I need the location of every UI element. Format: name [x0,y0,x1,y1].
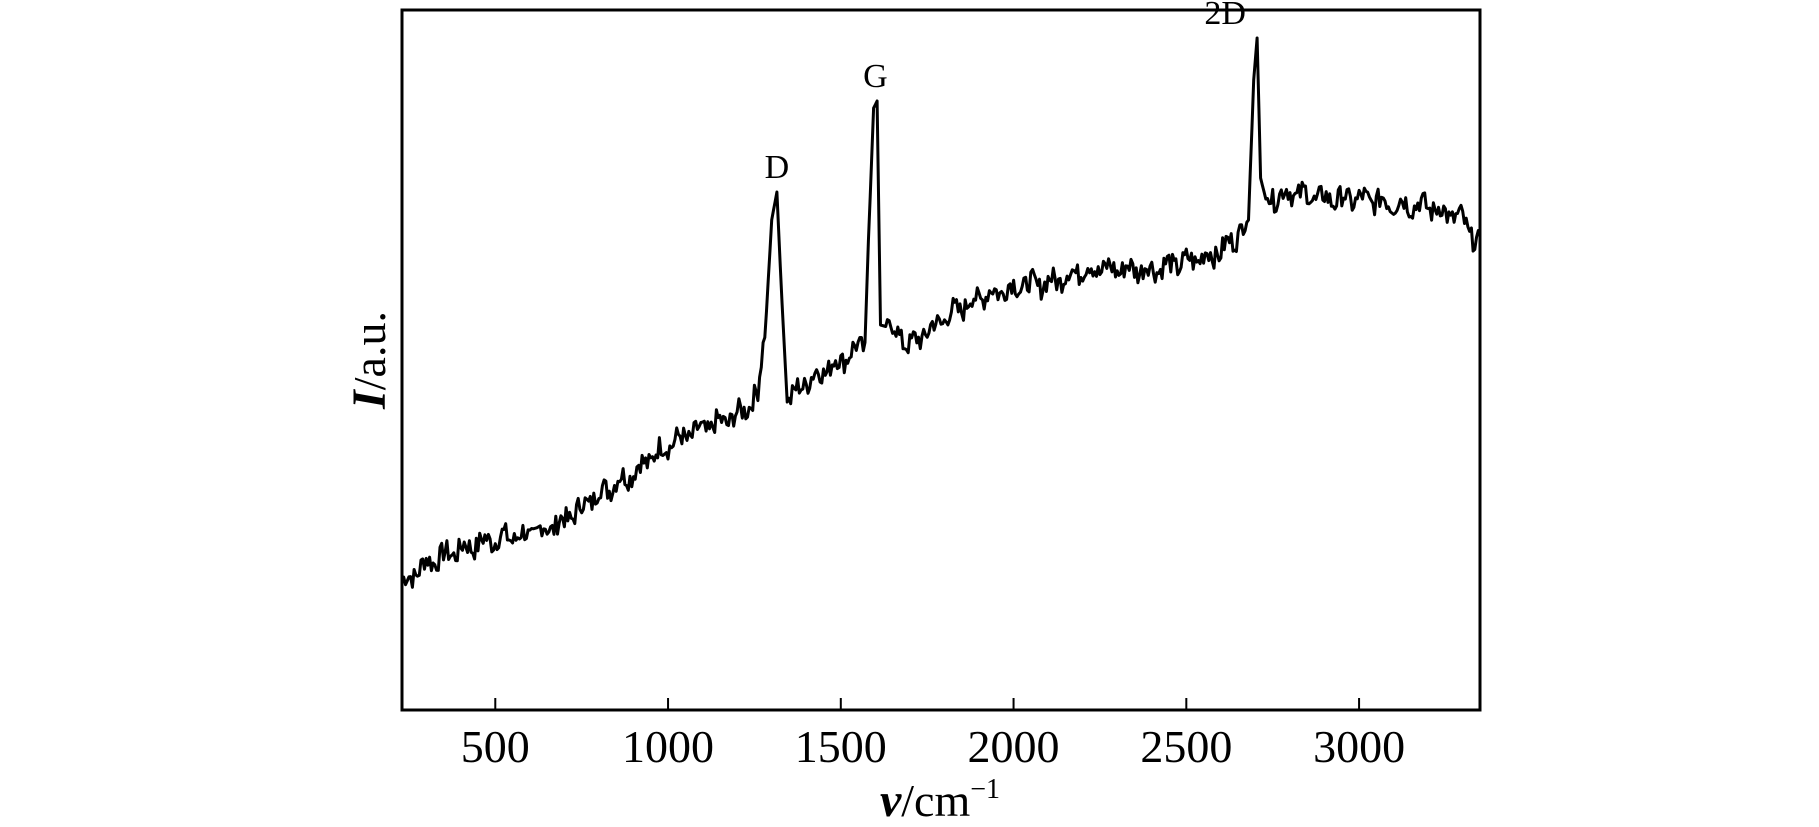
x-axis-symbol: ν [880,774,902,827]
x-tick-label-500: 500 [461,721,530,772]
x-axis-ticks [494,698,1361,710]
x-tick-label-1000: 1000 [622,721,714,772]
x-tick-label-1500: 1500 [795,721,887,772]
x-axis-unit: /cm [901,775,970,826]
x-axis-unit-superscript: −1 [970,774,1000,805]
peak-label-2d: 2D [1204,0,1246,32]
peak-label-d: D [765,149,790,186]
spectrum-line [400,36,1482,589]
x-tick-label-3000: 3000 [1313,721,1405,772]
plot-frame [400,8,1482,712]
y-axis-symbol: I [343,388,396,410]
x-axis-label: ν/cm−1 [880,774,1000,827]
x-axis-tick-labels: 500 1000 1500 2000 2500 3000 [461,721,1405,772]
peak-annotations: D G 2D [765,0,1246,186]
x-tick-label-2000: 2000 [968,721,1060,772]
y-axis-label: I/a.u. [343,311,396,410]
x-tick-label-2500: 2500 [1140,721,1232,772]
peak-label-g: G [863,58,888,95]
y-axis-unit: /a.u. [344,311,395,390]
